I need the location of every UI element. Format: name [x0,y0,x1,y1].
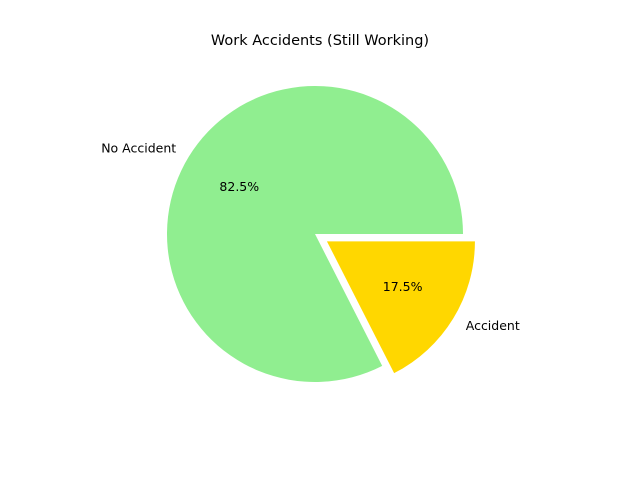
pie-slice-no-accident [167,86,463,383]
chart-title: Work Accidents (Still Working) [210,33,430,49]
slice-percent-label: 17.5% [383,279,423,294]
slice-percent-label: 82.5% [219,179,259,194]
slice-label: Accident [466,318,520,333]
pie-slice-accident [326,241,475,374]
slice-label: No Accident [101,140,176,155]
